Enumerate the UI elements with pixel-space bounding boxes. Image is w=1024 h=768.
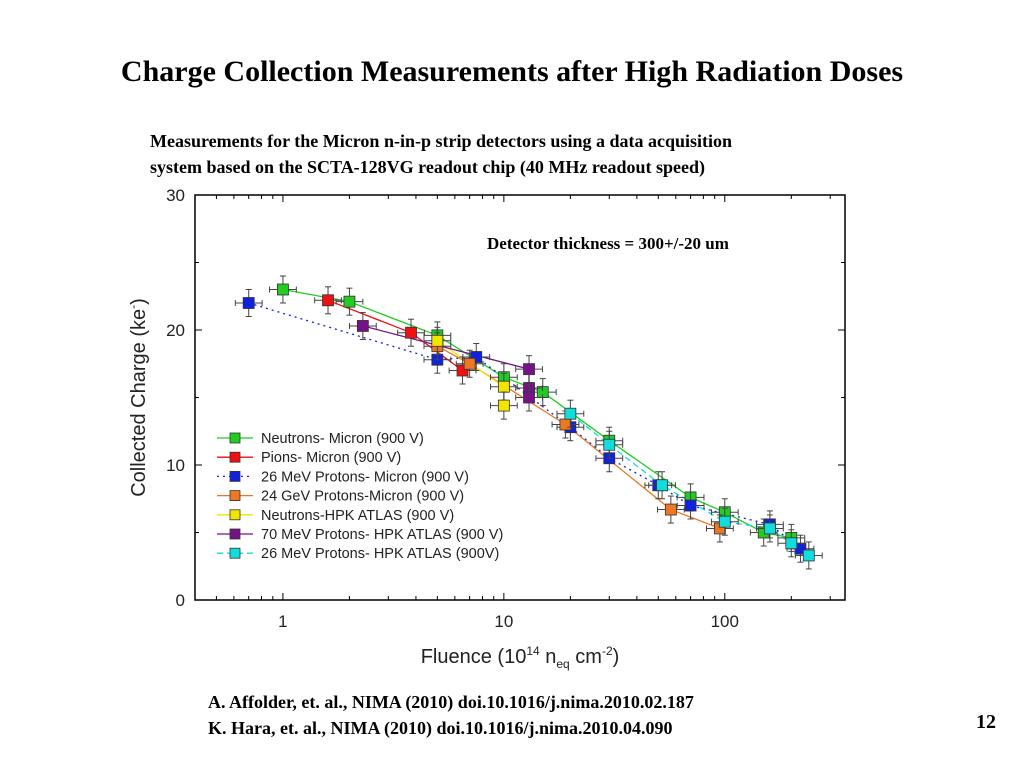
x-tick-label: 1	[278, 612, 287, 631]
data-point	[431, 334, 444, 347]
data-point	[523, 363, 535, 376]
legend-marker	[229, 432, 241, 444]
y-tick-label: 30	[166, 186, 185, 205]
data-point	[785, 537, 798, 550]
series-line-3	[436, 345, 721, 530]
data-point	[523, 391, 535, 404]
subtitle-line-2: system based on the SCTA-128VG readout c…	[150, 157, 706, 177]
data-point	[456, 364, 469, 377]
legend-marker	[229, 451, 241, 463]
legend-label: 24 GeV Protons-Micron (900 V)	[261, 489, 464, 505]
data-point	[559, 418, 572, 431]
legend-label: Pions- Micron (900 V)	[261, 450, 401, 466]
data-point	[603, 438, 616, 451]
references: A. Affolder, et. al., NIMA (2010) doi.10…	[208, 689, 694, 741]
y-axis-label: Collected Charge (ke-)	[126, 298, 150, 497]
reference-1: A. Affolder, et. al., NIMA (2010) doi.10…	[208, 692, 694, 712]
legend-label: 26 MeV Protons- Micron (900 V)	[261, 469, 469, 485]
legend-label: 26 MeV Protons- HPK ATLAS (900V)	[261, 546, 499, 562]
data-point	[405, 326, 417, 339]
data-point	[277, 283, 289, 296]
data-point	[463, 357, 476, 370]
legend-label: Neutrons-HPK ATLAS (900 V)	[261, 508, 454, 524]
legend-marker	[229, 528, 241, 540]
legend-marker	[229, 547, 241, 559]
data-point	[470, 351, 483, 363]
legend-marker	[229, 490, 241, 502]
x-tick-label: 10	[494, 612, 513, 631]
x-tick-label: 100	[711, 612, 739, 631]
y-tick-label: 10	[166, 456, 185, 475]
data-point	[497, 399, 510, 412]
data-point	[664, 503, 677, 516]
charge-collection-chart: 1 10 100 0 10 20 30 Fluence (1014 neq cm-2) Coll…	[126, 186, 846, 671]
data-point	[242, 297, 255, 309]
data-point	[802, 549, 815, 562]
legend-marker	[229, 470, 241, 482]
legend-marker	[229, 509, 241, 521]
data-point	[356, 320, 369, 332]
data-point	[656, 479, 668, 492]
y-tick-label: 20	[166, 321, 185, 340]
page-number: 12	[976, 711, 996, 733]
reference-2: K. Hara, et. al., NIMA (2010) doi.10.101…	[208, 718, 673, 738]
slide-title: Charge Collection Measurements after Hig…	[120, 55, 904, 88]
legend-label: Neutrons- Micron (900 V)	[261, 431, 424, 447]
y-tick-label: 0	[176, 591, 185, 610]
data-point	[322, 294, 334, 307]
data-point	[497, 380, 510, 393]
data-point	[564, 407, 577, 420]
subtitle-line-1: Measurements for the Micron n-in-p strip…	[150, 131, 732, 151]
legend-label: 70 MeV Protons- HPK ATLAS (900 V)	[261, 527, 503, 543]
data-point	[343, 295, 356, 308]
data-point	[684, 499, 697, 512]
detector-thickness-annotation: Detector thickness = 300+/-20 um	[487, 234, 729, 253]
slide-subtitle: Measurements for the Micron n-in-p strip…	[150, 128, 910, 180]
data-point	[718, 515, 731, 528]
x-axis-label: Fluence (1014 neq cm-2)	[421, 644, 620, 671]
data-point	[763, 522, 776, 535]
